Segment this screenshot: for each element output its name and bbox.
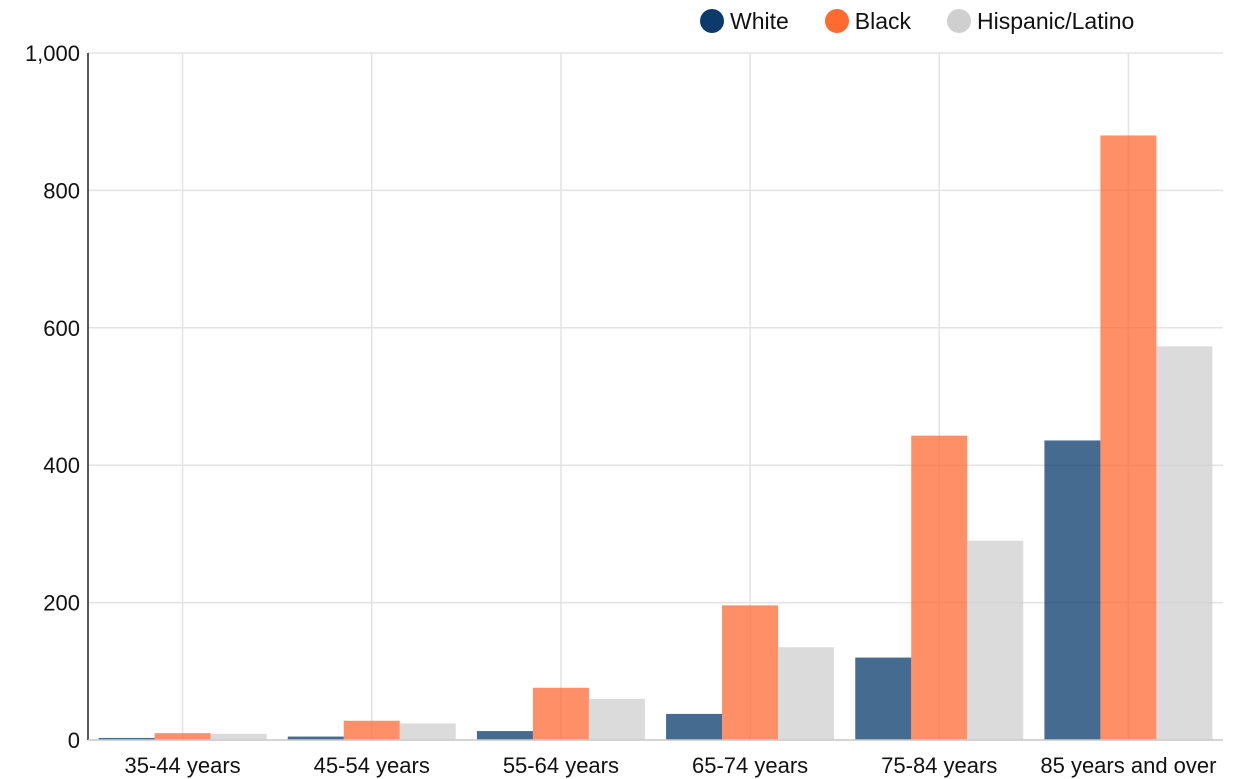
y-tick-label: 400	[43, 453, 80, 478]
bar-black[interactable]	[1100, 135, 1157, 740]
bar-black[interactable]	[722, 605, 779, 740]
bar-hispanic-latino[interactable]	[1156, 346, 1213, 740]
bar-hispanic-latino[interactable]	[399, 723, 456, 740]
bar-white[interactable]	[855, 657, 912, 740]
axes	[87, 53, 1223, 741]
x-tick-label: 65-74 years	[692, 753, 808, 778]
legend-swatch	[947, 9, 972, 33]
bar-black[interactable]	[343, 720, 400, 740]
bar-black[interactable]	[154, 733, 211, 740]
bar-hispanic-latino[interactable]	[588, 698, 645, 740]
x-tick-label: 55-64 years	[503, 753, 619, 778]
bar-black[interactable]	[911, 435, 968, 740]
y-tick-label: 0	[68, 728, 80, 753]
y-tick-label: 800	[43, 178, 80, 203]
y-tick-label: 600	[43, 316, 80, 341]
bar-white[interactable]	[1044, 440, 1101, 740]
legend-item[interactable]: White	[700, 8, 789, 35]
legend-swatch	[700, 9, 724, 33]
bar-hispanic-latino[interactable]	[967, 540, 1024, 740]
x-tick-label: 45-54 years	[314, 753, 430, 778]
legend-swatch	[824, 9, 849, 33]
legend-label: Hispanic/Latino	[977, 7, 1135, 34]
x-tick-label: 75-84 years	[881, 753, 997, 778]
y-tick-label: 1,000	[25, 41, 80, 66]
legend-label: White	[730, 7, 789, 34]
legend-item[interactable]: Hispanic/Latino	[947, 8, 1134, 35]
x-tick-label: 85 years and over	[1040, 753, 1216, 778]
legend-item[interactable]: Black	[824, 7, 912, 35]
chart-legend: White Black Hispanic/Latino	[700, 6, 1170, 36]
x-tick-label: 35-44 years	[124, 753, 240, 778]
bar-white[interactable]	[98, 737, 155, 740]
legend-label: Black	[854, 7, 912, 34]
bar-white[interactable]	[287, 736, 344, 740]
bar-hispanic-latino[interactable]	[210, 733, 267, 740]
y-tick-label: 200	[43, 591, 80, 616]
bar-white[interactable]	[666, 713, 723, 740]
bar-hispanic-latino[interactable]	[778, 647, 835, 740]
bars	[98, 135, 1213, 740]
bar-black[interactable]	[532, 687, 589, 740]
bar-white[interactable]	[476, 731, 533, 740]
x-tick-labels: 35-44 years 45-54 years 55-64 years 65-74 y…	[124, 753, 1216, 778]
y-tick-labels: 0 200 400 600 800 1,000	[25, 41, 80, 753]
